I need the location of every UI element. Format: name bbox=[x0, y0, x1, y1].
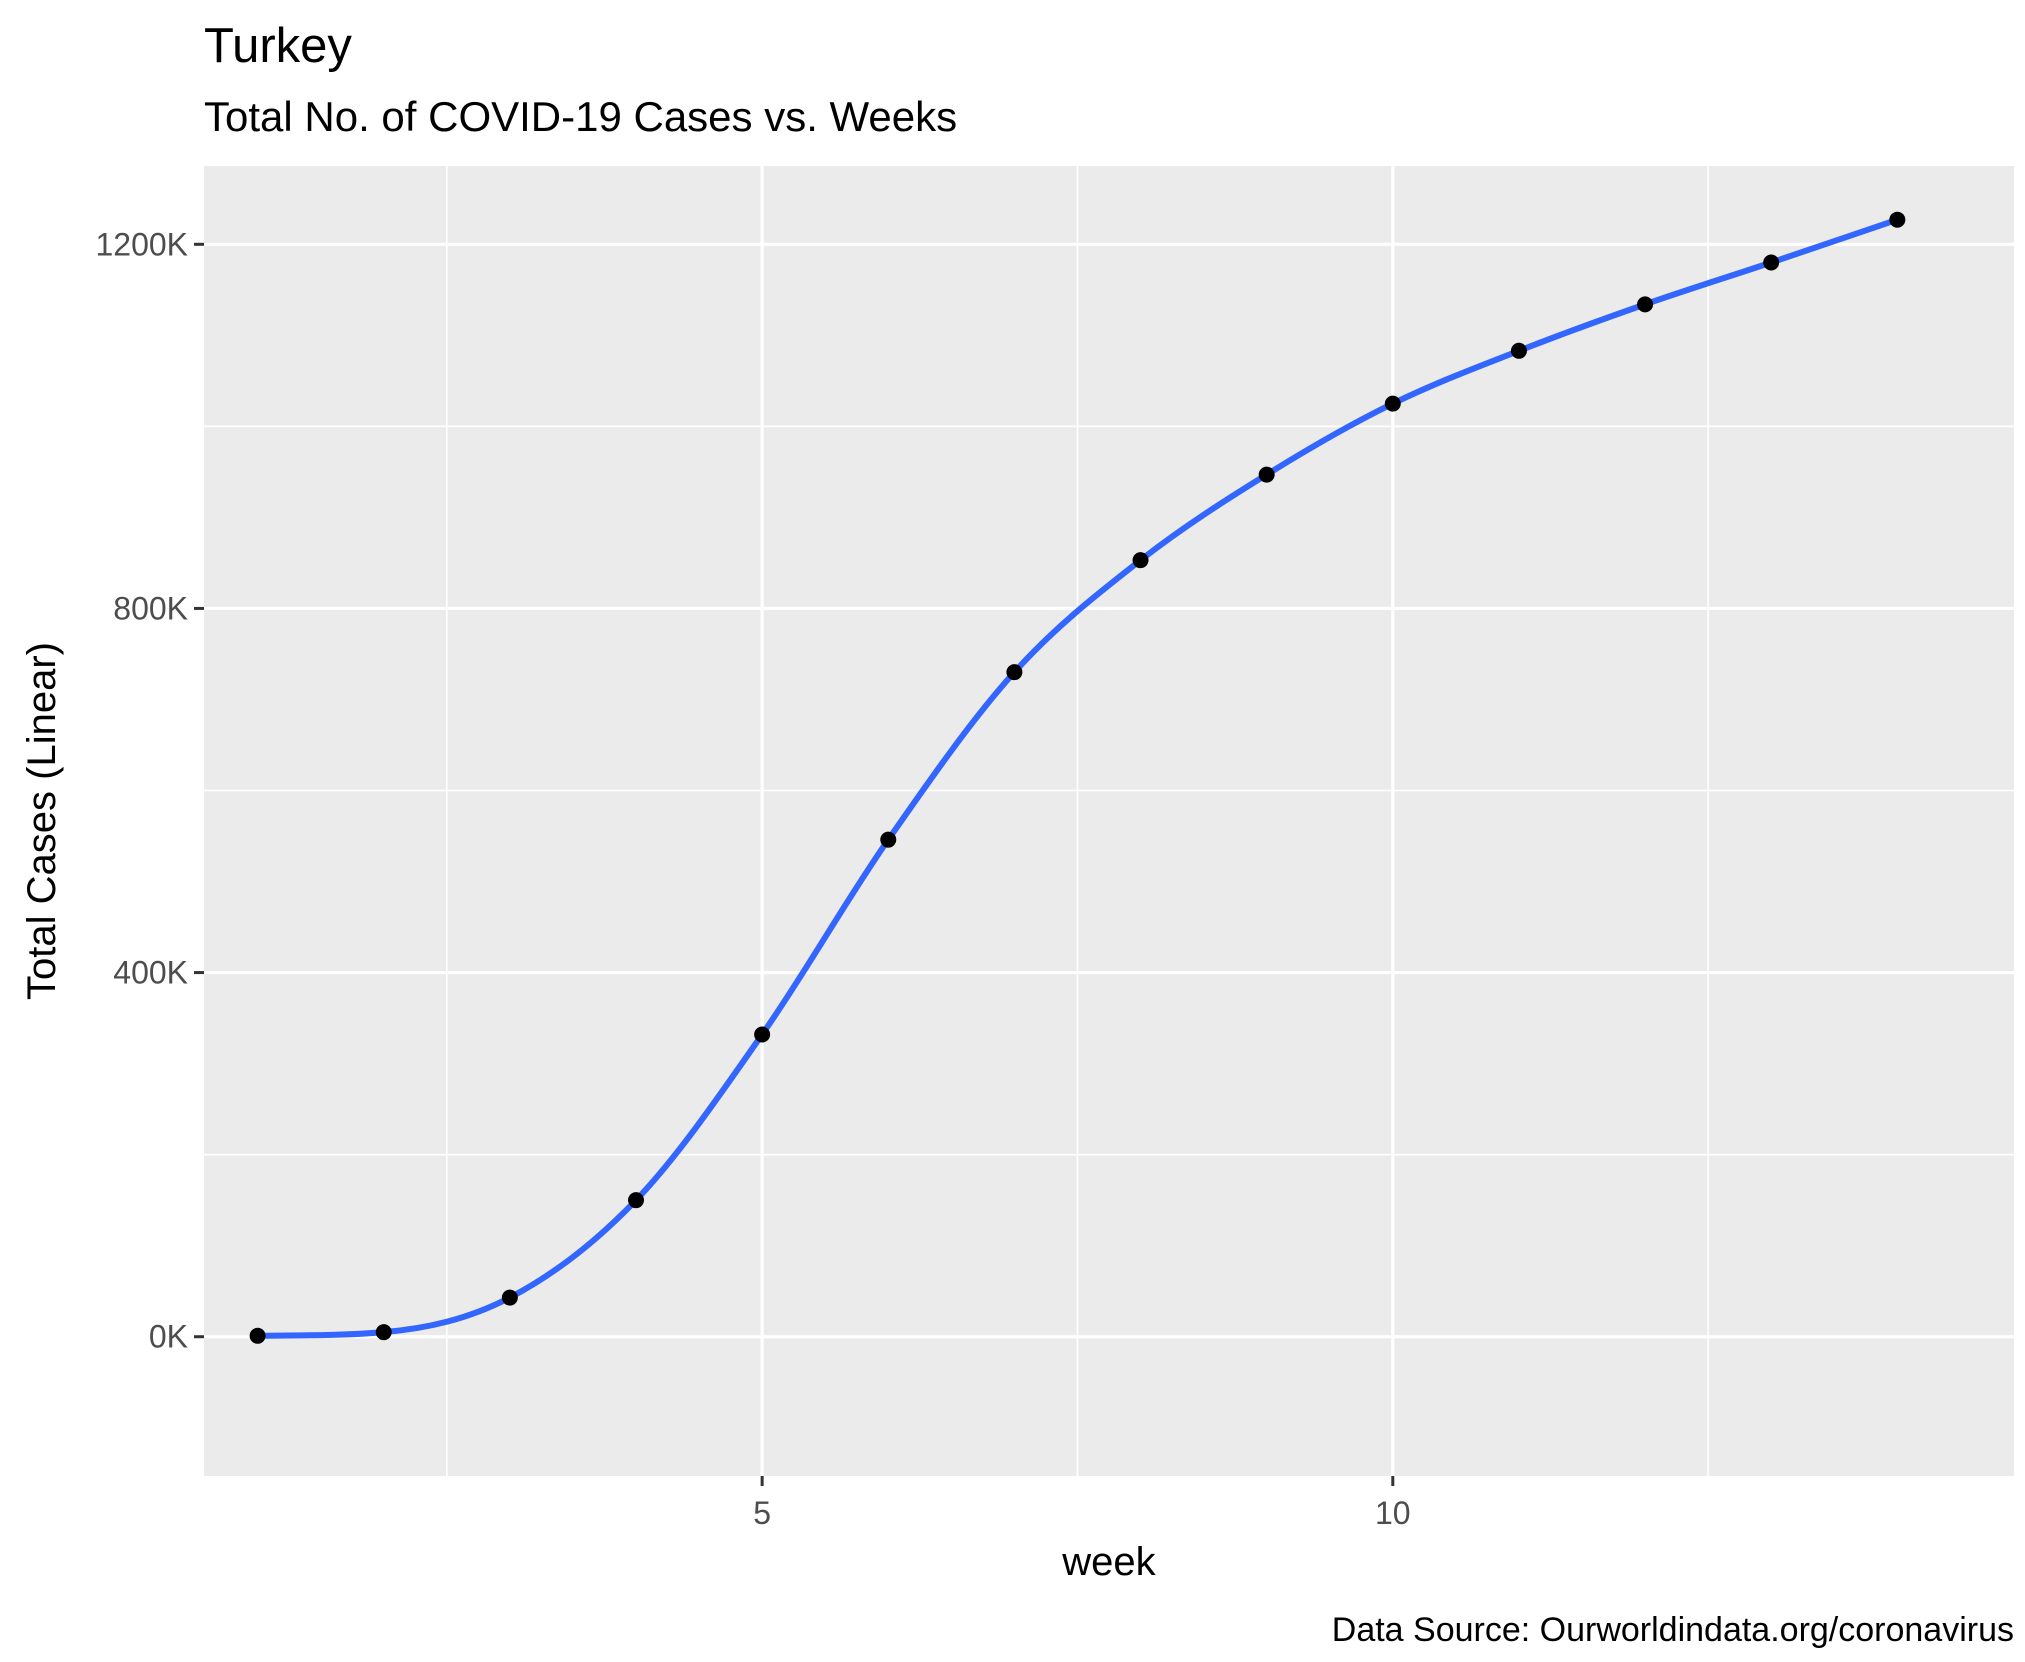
data-point bbox=[1889, 211, 1906, 228]
data-points bbox=[249, 211, 1906, 1344]
caption: Data Source: Ourworldindata.org/coronavi… bbox=[1332, 1611, 2014, 1649]
data-point bbox=[1510, 342, 1527, 359]
chart-title: Turkey bbox=[204, 19, 352, 73]
data-point bbox=[1763, 254, 1780, 271]
data-point bbox=[249, 1327, 266, 1344]
data-point bbox=[628, 1192, 645, 1209]
data-point bbox=[1637, 296, 1654, 313]
x-tick-label: 10 bbox=[1375, 1495, 1411, 1531]
x-axis: 5 10 bbox=[753, 1476, 1411, 1531]
data-point bbox=[1384, 395, 1401, 412]
plot-panel bbox=[204, 166, 2014, 1476]
x-axis-title: week bbox=[1061, 1540, 1156, 1584]
data-point bbox=[375, 1324, 392, 1341]
chart-subtitle: Total No. of COVID-19 Cases vs. Weeks bbox=[204, 93, 957, 140]
y-axis: 0K 400K 800K 1200K bbox=[95, 226, 204, 1355]
data-point bbox=[501, 1289, 518, 1306]
data-point bbox=[1132, 552, 1149, 569]
y-tick-label: 400K bbox=[113, 955, 188, 991]
x-tick-label: 5 bbox=[753, 1495, 771, 1531]
smooth-line bbox=[254, 216, 1901, 1339]
grid-major bbox=[204, 166, 2014, 1476]
data-point bbox=[1006, 664, 1023, 681]
y-tick-label: 1200K bbox=[95, 226, 188, 262]
y-tick-label: 0K bbox=[149, 1319, 188, 1355]
y-axis-title: Total Cases (Linear) bbox=[20, 642, 64, 1000]
data-point bbox=[754, 1026, 771, 1043]
grid-minor bbox=[204, 166, 2014, 1476]
y-tick-label: 800K bbox=[113, 590, 188, 626]
data-point bbox=[880, 831, 897, 848]
data-point bbox=[1258, 466, 1275, 483]
